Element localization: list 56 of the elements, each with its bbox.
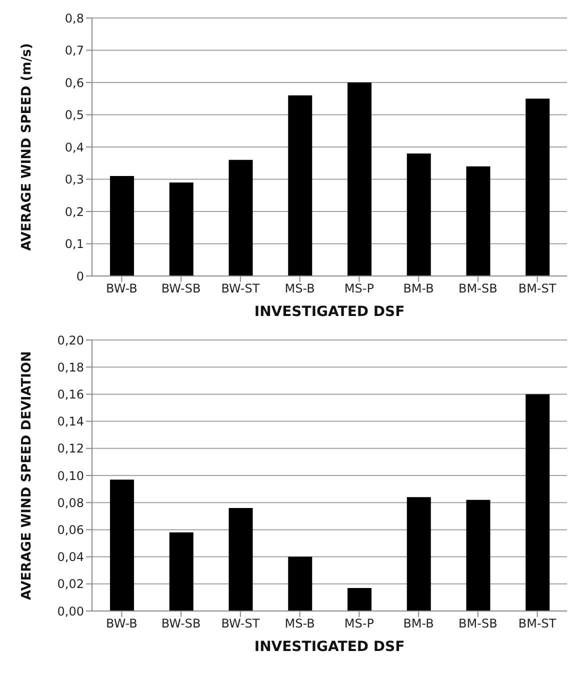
y-tick-label: 0,20	[57, 333, 84, 348]
bar	[228, 160, 253, 276]
x-axis-title: INVESTIGATED DSF	[254, 304, 405, 320]
bar	[228, 508, 253, 611]
x-tick-label: MS-B	[284, 616, 315, 631]
bar	[169, 182, 194, 276]
y-tick-label: 0,04	[57, 550, 84, 564]
y-axis-title: AVERAGE WIND SPEED DEVIATION	[20, 351, 35, 600]
y-tick-label: 0,3	[64, 172, 84, 187]
bar	[406, 153, 431, 276]
x-tick-label: BM-B	[403, 616, 434, 631]
y-tick-label: 0,7	[64, 44, 84, 58]
y-tick-label: 0,00	[57, 604, 84, 618]
x-tick-label: BM-SB	[458, 282, 498, 296]
y-tick-label: 0,2	[64, 204, 84, 219]
y-tick-label: 0,08	[57, 496, 84, 510]
x-tick-label: BW-ST	[221, 282, 260, 296]
x-tick-label: BW-ST	[221, 616, 260, 631]
bar	[526, 98, 550, 276]
x-tick-label: BW-SB	[161, 616, 201, 631]
y-tick-label: 0,16	[57, 387, 84, 402]
y-tick-label: 0,12	[57, 442, 84, 456]
bar	[110, 480, 134, 611]
bar	[526, 394, 550, 611]
bar	[110, 176, 134, 276]
bar	[288, 95, 312, 276]
y-tick-label: 0,18	[57, 360, 84, 374]
y-tick-label: 0,06	[57, 522, 84, 537]
y-tick-label: 0,14	[57, 414, 84, 429]
bar	[406, 497, 431, 611]
y-tick-label: 0,5	[64, 108, 84, 122]
y-tick-label: 0,6	[64, 76, 84, 90]
bar	[288, 556, 312, 611]
y-tick-label: 0	[76, 269, 84, 284]
y-tick-label: 0,10	[57, 468, 84, 483]
x-axis-title: INVESTIGATED DSF	[254, 639, 405, 655]
bar	[466, 166, 490, 276]
bar	[348, 82, 372, 276]
y-tick-label: 0,1	[64, 237, 84, 252]
x-tick-label: BW-SB	[161, 282, 201, 296]
y-tick-label: 0,8	[64, 11, 84, 26]
y-tick-label: 0,02	[57, 577, 84, 592]
x-tick-label: MS-P	[344, 616, 374, 631]
bar	[348, 588, 372, 611]
x-tick-label: BM-SB	[458, 616, 498, 631]
bar	[466, 500, 490, 611]
y-tick-label: 0,4	[64, 140, 84, 154]
x-tick-label: BW-B	[106, 282, 138, 296]
x-tick-label: BM-ST	[518, 282, 557, 296]
x-tick-label: BW-B	[106, 616, 138, 631]
x-tick-label: BM-ST	[518, 616, 557, 631]
x-tick-label: BM-B	[403, 282, 434, 296]
y-axis-title: AVERAGE WIND SPEED (m/s)	[20, 43, 35, 251]
bar	[169, 532, 194, 611]
x-tick-label: MS-P	[344, 282, 374, 296]
x-tick-label: MS-B	[284, 282, 315, 296]
